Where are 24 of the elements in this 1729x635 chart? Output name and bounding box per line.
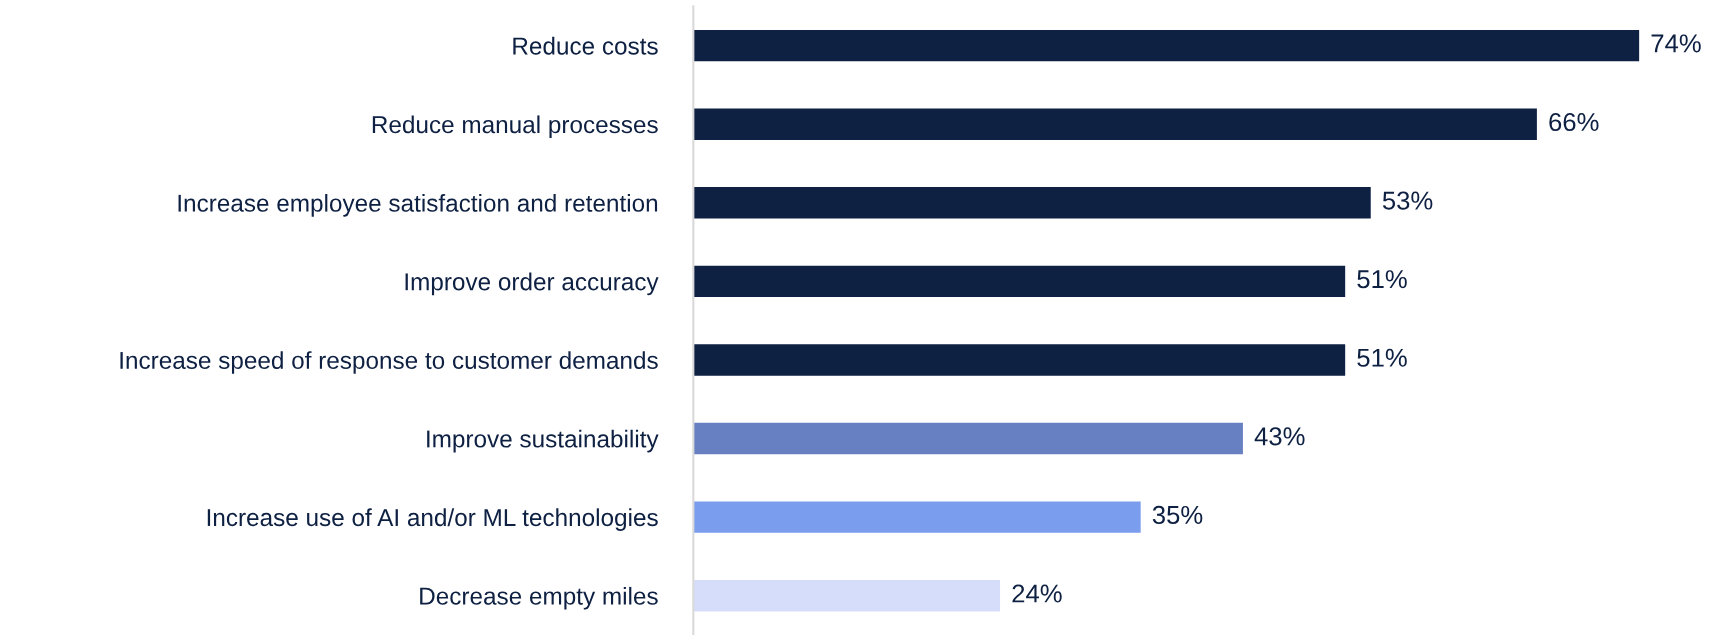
y-tick-label: Decrease empty miles: [420, 586, 658, 610]
data-label: 66%: [1549, 112, 1599, 132]
bar: [693, 579, 1001, 612]
data-label: 43%: [1254, 427, 1305, 446]
bar: [693, 422, 1243, 455]
y-tick-label: Increase use of AI and/or ML technologies: [207, 508, 658, 531]
y-tick-label: Reduce costs: [513, 36, 658, 55]
bar: [693, 501, 1141, 533]
bar: [693, 344, 1346, 376]
y-tick-label: Increase employee satisfaction and retention: [178, 194, 658, 217]
y-tick-label: Improve order accuracy: [405, 272, 659, 296]
data-label: 74%: [1651, 34, 1701, 53]
bar: [693, 108, 1537, 140]
bar: [693, 29, 1640, 62]
data-label: 35%: [1152, 505, 1203, 525]
data-label: 24%: [1012, 584, 1062, 603]
y-tick-label: Improve sustainability: [427, 429, 659, 453]
bar: [693, 265, 1346, 298]
y-tick-label: Reduce manual processes: [372, 115, 658, 139]
bar: [693, 187, 1371, 219]
data-label: 53%: [1382, 191, 1433, 210]
data-label: 51%: [1357, 270, 1407, 289]
data-label: 51%: [1357, 348, 1407, 367]
y-tick-label: Increase speed of response to customer demands: [120, 351, 658, 374]
